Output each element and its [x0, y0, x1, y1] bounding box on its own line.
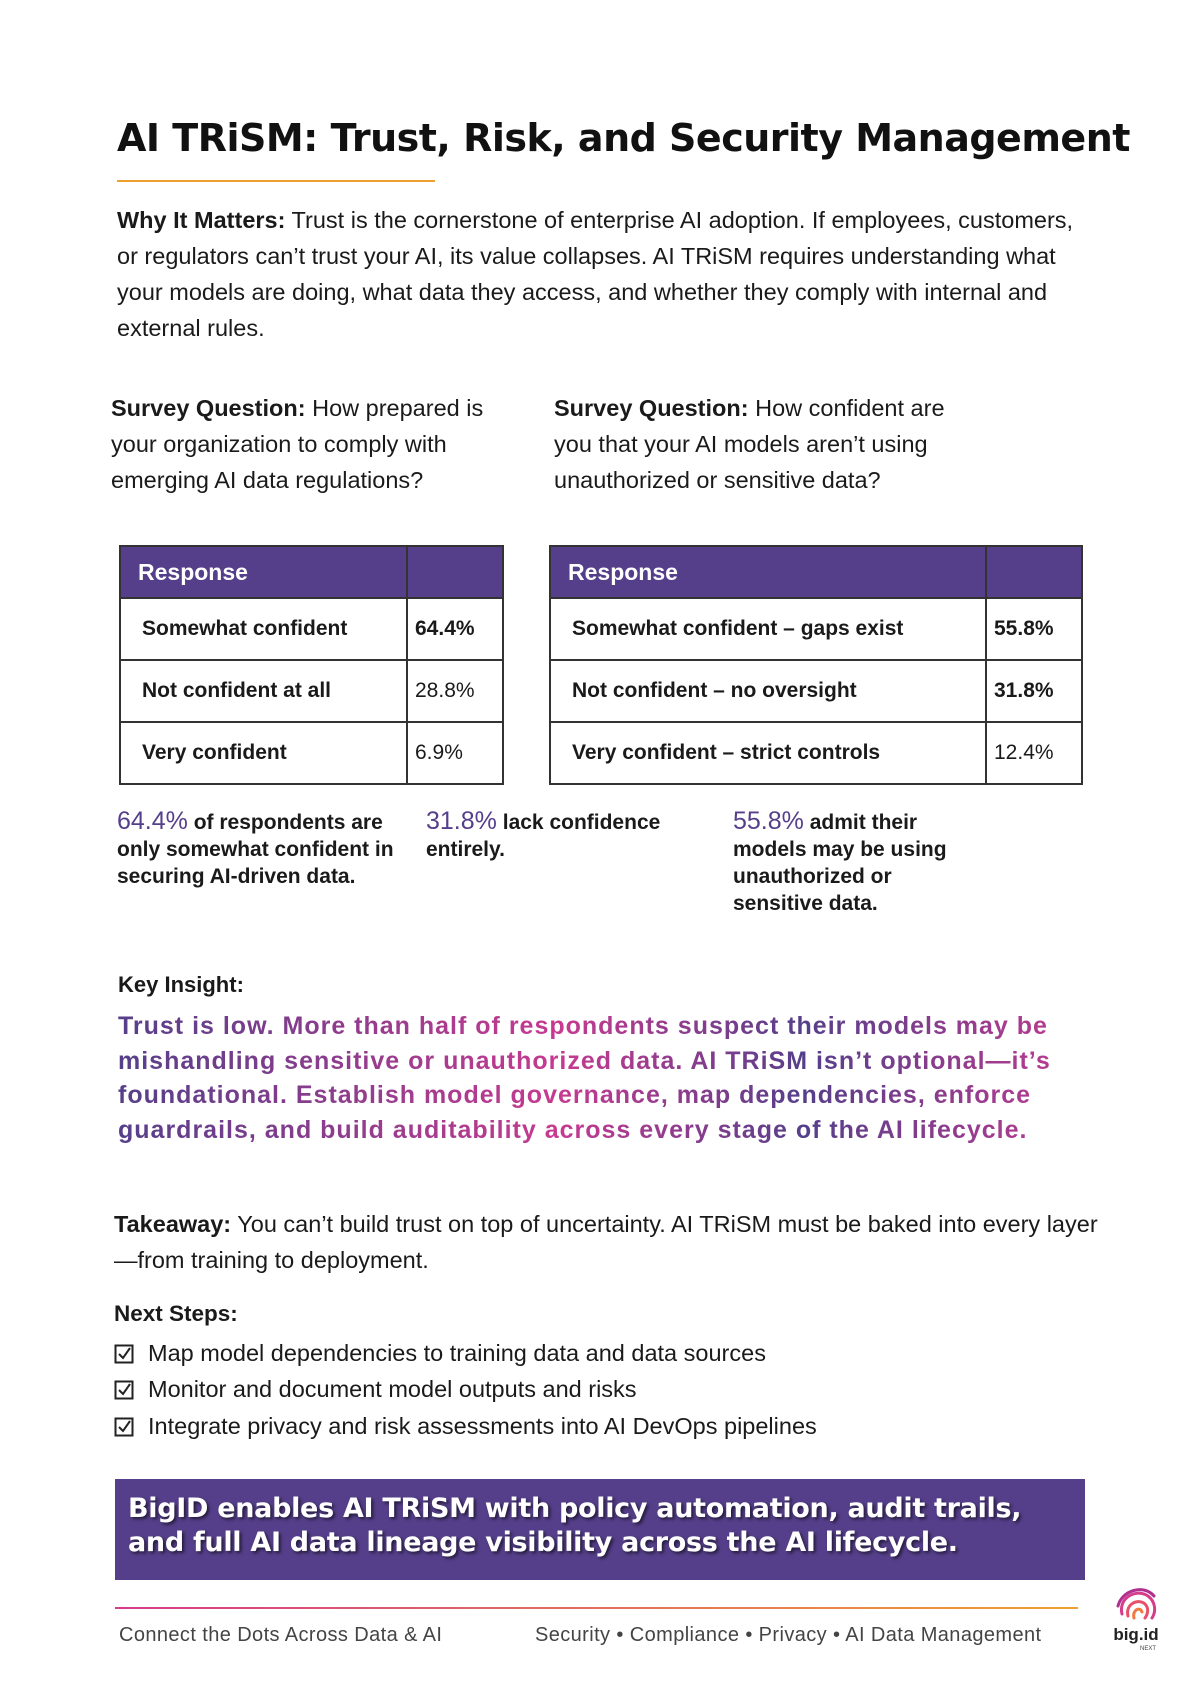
stat-text: of respondents are only somewhat confide… — [117, 811, 394, 888]
percent: 6.9% — [406, 721, 504, 785]
banner-text: BigID enables AI TRiSM with policy autom… — [128, 1493, 1022, 1558]
stat-text: admit their models may be using unauthor… — [733, 811, 947, 915]
survey-question: Survey Question: How confident are you t… — [554, 390, 984, 498]
stat: 31.8% lack confidence entirely. — [426, 808, 676, 863]
response-table: Response Somewhat confident 64.4% Not con… — [119, 545, 504, 785]
stat-value: 31.8% — [426, 807, 497, 835]
footer-rule — [115, 1607, 1078, 1609]
checkbox — [114, 1344, 134, 1363]
banner — [115, 1479, 1085, 1580]
header-cell: Response — [549, 545, 987, 599]
row: Not confident at all 28.8% — [119, 659, 504, 723]
step: Map model dependencies to training data … — [114, 1340, 766, 1367]
response: Somewhat confident – gaps exist — [549, 597, 987, 661]
percent: 64.4% — [406, 597, 504, 661]
row: Not confident – no oversight 31.8% — [549, 659, 1083, 723]
percent: 31.8% — [985, 659, 1083, 723]
header-row: Response — [119, 545, 504, 599]
checkbox — [114, 1380, 134, 1399]
header-cell: Response — [119, 545, 408, 599]
takeaway-label: Takeaway: — [114, 1211, 232, 1237]
footer-right: Security • Compliance • Privacy • AI Dat… — [535, 1624, 1042, 1646]
takeaway-text: You can’t build trust on top of uncertai… — [114, 1211, 1098, 1273]
checkbox — [114, 1417, 134, 1436]
response: Somewhat confident — [119, 597, 408, 661]
stat: 64.4% of respondents are only somewhat c… — [117, 808, 397, 890]
header-cell — [985, 545, 1083, 599]
question: How prepared is your organization to com… — [111, 395, 484, 493]
logo: big.id NEXT — [1113, 1588, 1159, 1652]
response: Not confident at all — [119, 659, 408, 723]
takeaway: Takeaway: You can’t build trust on top o… — [114, 1206, 1104, 1278]
title-rule — [117, 180, 435, 182]
footer-left: Connect the Dots Across Data & AI — [119, 1624, 443, 1646]
row: Very confident 6.9% — [119, 721, 504, 785]
why-label: Why It Matters: — [117, 207, 286, 233]
response-table: Response Somewhat confident – gaps exist… — [549, 545, 1083, 785]
insight-text: Trust is low. More than half of responde… — [118, 1009, 1098, 1147]
insight-label: Key Insight: — [118, 972, 244, 997]
stat-value: 64.4% — [117, 807, 188, 835]
step: Monitor and document model outputs and r… — [114, 1376, 637, 1403]
step-text: Map model dependencies to training data … — [148, 1340, 766, 1366]
survey-label: Survey Question: — [111, 395, 306, 421]
step-text: Integrate privacy and risk assessments i… — [148, 1413, 817, 1439]
survey-label: Survey Question: — [554, 395, 749, 421]
logo-sub: NEXT — [1140, 1646, 1156, 1652]
percent: 55.8% — [985, 597, 1083, 661]
step: Integrate privacy and risk assessments i… — [114, 1413, 817, 1440]
percent: 12.4% — [985, 721, 1083, 785]
stat-text: lack confidence entirely. — [426, 811, 661, 861]
next-steps-label: Next Steps: — [114, 1301, 238, 1326]
question: How confident are you that your AI model… — [554, 395, 945, 493]
stat: 55.8% admit their models may be using un… — [733, 808, 983, 917]
response: Very confident — [119, 721, 408, 785]
response: Very confident – strict controls — [549, 721, 987, 785]
step-text: Monitor and document model outputs and r… — [148, 1376, 637, 1402]
stat-value: 55.8% — [733, 807, 804, 835]
survey-question: Survey Question: How prepared is your or… — [111, 390, 496, 498]
title: AI TRiSM: Trust, Risk, and Security Mana… — [117, 116, 1130, 160]
header-cell — [406, 545, 504, 599]
logo-text: big.id — [1113, 1625, 1158, 1644]
row: Somewhat confident 64.4% — [119, 597, 504, 661]
why-text: Trust is the cornerstone of enterprise A… — [117, 207, 1074, 341]
header-row: Response — [549, 545, 1083, 599]
why-paragraph: Why It Matters: Trust is the cornerstone… — [117, 202, 1077, 346]
response: Not confident – no oversight — [549, 659, 987, 723]
row: Somewhat confident – gaps exist 55.8% — [549, 597, 1083, 661]
percent: 28.8% — [406, 659, 504, 723]
row: Very confident – strict controls 12.4% — [549, 721, 1083, 785]
